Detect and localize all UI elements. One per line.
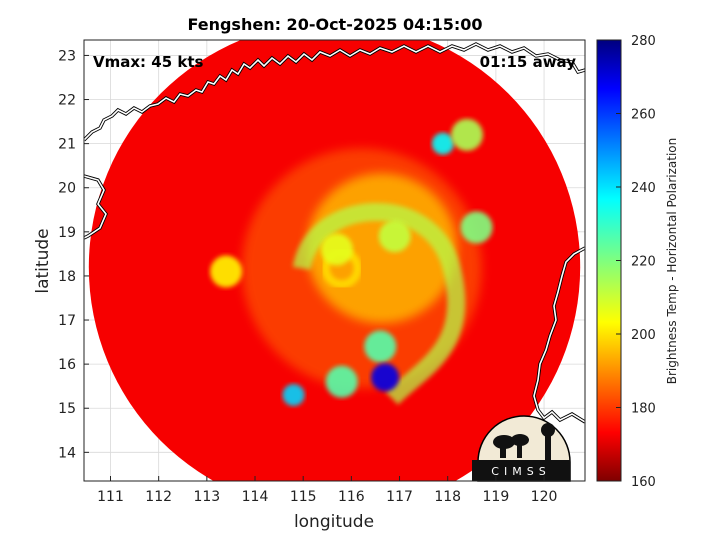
coastlines <box>84 42 585 424</box>
x-tick-label: 115 <box>290 489 317 505</box>
colorbar-tick-label: 200 <box>631 328 656 343</box>
y-tick-label: 16 <box>58 357 76 373</box>
convective-cell-5 <box>450 118 483 151</box>
y-tick-label: 22 <box>58 93 76 109</box>
logo-dish-right <box>511 434 529 446</box>
y-tick-label: 18 <box>58 269 76 285</box>
chart-title: Fengshen: 20-Oct-2025 04:15:00 <box>187 15 482 34</box>
x-tick-label: 114 <box>242 489 269 505</box>
convective-cell-7 <box>282 384 305 407</box>
plot-area: Vmax: 45 kts 01:15 away CIMSS <box>83 39 586 482</box>
x-axis-ticks: 111 112 113 114 115 116 117 118 119 120 <box>97 476 557 505</box>
y-tick-label: 15 <box>58 401 76 417</box>
y-tick-label: 14 <box>58 445 76 461</box>
x-tick-label: 111 <box>97 489 124 505</box>
coastline-luzon <box>533 247 585 423</box>
microwave-swath <box>88 40 581 481</box>
convective-cell-1 <box>378 220 411 253</box>
colorbar-tick-label: 260 <box>631 108 656 123</box>
y-tick-label: 19 <box>58 225 76 241</box>
convective-cell-3 <box>371 363 400 392</box>
x-tick-label: 118 <box>434 489 461 505</box>
colorbar-tick-label: 240 <box>631 181 656 196</box>
colorbar-tick-label: 180 <box>631 402 656 417</box>
logo-dish-left-stand <box>500 446 506 458</box>
spiral-band <box>292 203 466 405</box>
convective-cell-8 <box>210 255 243 288</box>
convective-features <box>210 118 493 407</box>
x-tick-label: 112 <box>145 489 172 505</box>
plot-frame <box>83 39 586 482</box>
x-tick-label: 113 <box>193 489 220 505</box>
vmax-label: Vmax: 45 kts <box>93 53 203 71</box>
colorbar-tick-label: 280 <box>631 34 656 49</box>
colorbar-tick-label: 220 <box>631 255 656 270</box>
convective-cell-0 <box>320 233 353 266</box>
logo-text: CIMSS <box>491 465 550 478</box>
convective-cell-4 <box>431 132 454 155</box>
logo-dish-right-stand <box>517 444 522 458</box>
colorbar-ticks: 160 180 200 220 240 260 280 <box>616 34 656 490</box>
convective-cell-9 <box>460 211 493 244</box>
colorbar-tick-label: 160 <box>631 475 656 490</box>
x-tick-label: 120 <box>531 489 558 505</box>
x-tick-label: 119 <box>483 489 510 505</box>
swath-detail <box>241 148 482 405</box>
logo-tower-top <box>541 423 555 437</box>
convective-cell-6 <box>325 365 358 398</box>
x-tick-label: 117 <box>386 489 413 505</box>
coastline-leizhou <box>84 175 107 239</box>
logo-tower <box>545 436 551 460</box>
coastline-china-south <box>84 43 585 141</box>
x-axis-label: longitude <box>294 512 374 532</box>
y-axis-ticks: 14 15 16 17 18 19 20 21 22 23 <box>58 48 89 461</box>
y-tick-label: 20 <box>58 181 76 197</box>
colorbar-label: Brightness Temp - Horizontal Polarizatio… <box>665 138 679 385</box>
colorbar: 160 180 200 220 240 260 280 Brightness Temp - … <box>596 34 679 490</box>
y-tick-label: 23 <box>58 48 76 64</box>
x-tick-label: 116 <box>338 489 365 505</box>
logo-dish-left <box>493 435 515 449</box>
y-tick-label: 17 <box>58 313 76 329</box>
y-axis-label: latitude <box>33 228 53 293</box>
logo-banner <box>472 460 570 481</box>
y-tick-label: 21 <box>58 137 76 153</box>
time-away-label: 01:15 away <box>480 53 577 71</box>
convective-cell-2 <box>364 330 397 363</box>
cimss-logo: CIMSS <box>472 415 571 482</box>
